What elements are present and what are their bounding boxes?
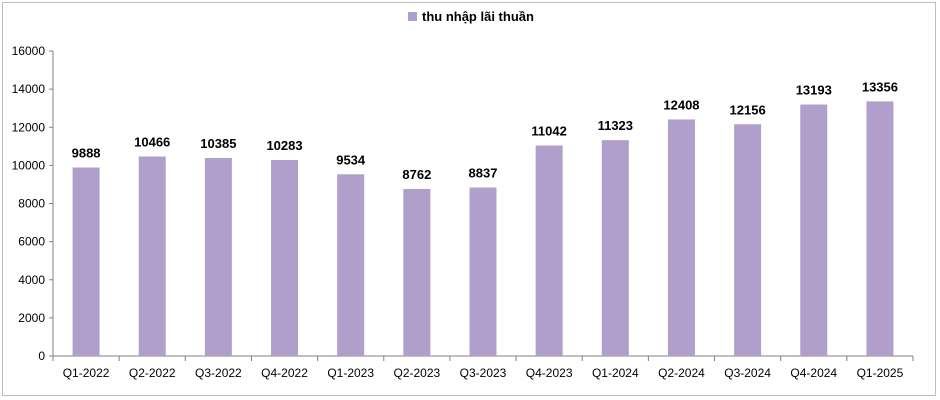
data-label: 10385	[200, 136, 236, 151]
legend: thu nhập lãi thuần	[408, 9, 534, 24]
data-label: 13356	[862, 79, 898, 94]
x-tick-label: Q2-2022	[129, 366, 176, 380]
x-tick-label: Q1-2023	[327, 366, 374, 380]
data-label: 10466	[134, 134, 170, 149]
bar	[271, 159, 299, 356]
y-axis: 0 2000 4000 6000 8000 10000 12000 14000 16000	[12, 44, 54, 363]
legend-label: thu nhập lãi thuần	[422, 9, 534, 24]
y-tick-label: 8000	[18, 197, 45, 211]
bar	[800, 104, 828, 356]
data-label: 12408	[663, 97, 699, 112]
bar	[734, 124, 762, 357]
x-tick-label: Q1-2024	[592, 366, 639, 380]
legend-swatch	[408, 12, 417, 21]
y-tick-label: 12000	[12, 120, 46, 134]
x-tick-label: Q1-2022	[63, 366, 110, 380]
y-tick-label: 10000	[12, 158, 46, 172]
bar	[204, 158, 232, 356]
y-tick-label: 4000	[18, 273, 45, 287]
bar	[866, 101, 894, 357]
data-label: 8762	[402, 167, 431, 182]
data-label: 12156	[730, 102, 766, 117]
bar	[601, 140, 629, 356]
bar	[469, 187, 497, 356]
x-tick-label: Q4-2022	[261, 366, 308, 380]
data-label: 11323	[598, 118, 633, 133]
y-tick-label: 16000	[12, 44, 46, 58]
x-tick-label: Q4-2023	[526, 366, 573, 380]
x-tick-label: Q4-2024	[790, 366, 837, 380]
bar	[337, 174, 365, 356]
bar	[72, 167, 100, 356]
data-label: 9534	[336, 152, 366, 167]
x-tick-label: Q3-2024	[724, 366, 771, 380]
y-tick-label: 6000	[18, 235, 45, 249]
data-label: 9888	[72, 146, 101, 161]
y-tick-label: 2000	[18, 311, 45, 325]
data-label: 10283	[266, 138, 302, 153]
x-tick-label: Q3-2022	[195, 366, 242, 380]
bar	[535, 145, 563, 356]
bar	[667, 119, 695, 356]
data-label: 11042	[531, 124, 566, 139]
x-tick-label: Q2-2024	[658, 366, 705, 380]
bars	[72, 101, 894, 357]
x-tick-label: Q1-2025	[857, 366, 904, 380]
x-axis: Q1-2022 Q2-2022 Q3-2022 Q4-2022 Q1-2023 Q2-20…	[52, 355, 914, 380]
bar	[403, 188, 431, 356]
y-tick-label: 0	[38, 349, 45, 363]
x-tick-label: Q3-2023	[460, 366, 507, 380]
x-tick-label: Q2-2023	[393, 366, 440, 380]
y-tick-label: 14000	[12, 82, 46, 96]
data-labels: 9888 10466 10385 10283 9534 8762 8837 11042 1132…	[72, 79, 898, 182]
data-label: 13193	[796, 83, 832, 98]
data-label: 8837	[469, 166, 498, 181]
bar	[138, 156, 166, 356]
